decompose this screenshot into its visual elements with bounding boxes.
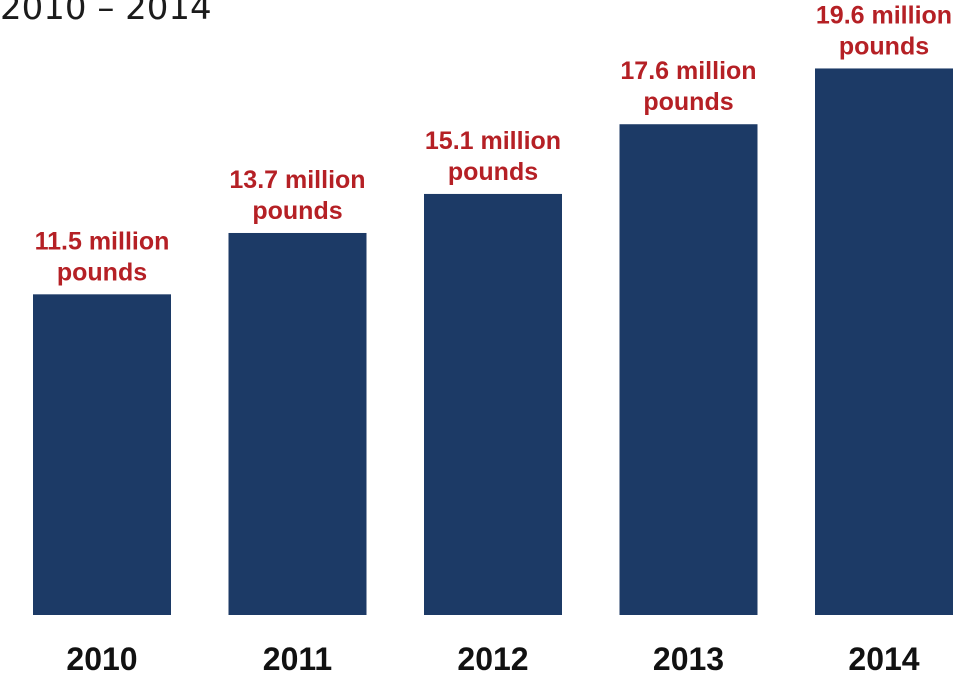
bar-2010 (33, 294, 171, 615)
bar-2013 (619, 124, 758, 615)
value-label-2013-line-2: pounds (643, 88, 733, 116)
value-label-2014-line-1: 19.6 million (816, 1, 952, 29)
x-axis-labels: 2010 2011 2012 2013 2014 (66, 641, 919, 674)
category-label-2012: 2012 (457, 641, 528, 674)
bar-2012 (424, 193, 562, 615)
bar-series (33, 68, 953, 615)
bar-2014 (815, 68, 953, 615)
value-label-2012-line-2: pounds (448, 158, 538, 186)
value-label-2014-line-2: pounds (839, 32, 929, 60)
chart-subtitle: 2010 – 2014 (0, 0, 212, 28)
value-label-2010-line-1: 11.5 million (35, 227, 170, 255)
bar-2011 (228, 232, 367, 615)
value-labels: 11.5 million pounds 13.7 million pounds 15.1… (35, 1, 952, 286)
category-label-2010: 2010 (66, 641, 137, 674)
value-label-2011-line-1: 13.7 million (229, 166, 365, 194)
category-label-2013: 2013 (653, 641, 724, 674)
value-label-2010-line-2: pounds (57, 258, 147, 286)
category-label-2014: 2014 (848, 641, 919, 674)
value-label-2011-line-2: pounds (252, 197, 342, 225)
category-label-2011: 2011 (263, 641, 332, 674)
value-label-2012-line-1: 15.1 million (425, 127, 561, 155)
value-label-2013-line-1: 17.6 million (620, 57, 756, 85)
